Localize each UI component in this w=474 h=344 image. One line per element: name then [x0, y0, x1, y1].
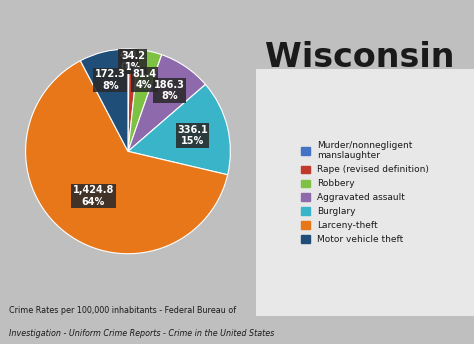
- Wedge shape: [81, 49, 128, 151]
- Text: 1,424.8
64%: 1,424.8 64%: [73, 185, 114, 207]
- Text: 34.2
1%: 34.2 1%: [121, 51, 146, 72]
- Text: 81.4
4%: 81.4 4%: [132, 69, 156, 90]
- Legend: Murder/nonnegligent
manslaughter, Rape (revised definition), Robbery, Aggravated: Murder/nonnegligent manslaughter, Rape (…: [296, 137, 434, 249]
- Text: 4.0
0%: 4.0 0%: [120, 51, 137, 72]
- Text: 186.3
8%: 186.3 8%: [154, 79, 185, 101]
- Text: Crime Rates per 100,000 inhabitants - Federal Bureau of: Crime Rates per 100,000 inhabitants - Fe…: [9, 306, 237, 315]
- Text: Investigation - Uniform Crime Reports - Crime in the United States: Investigation - Uniform Crime Reports - …: [9, 329, 275, 337]
- Wedge shape: [128, 84, 230, 175]
- Wedge shape: [128, 49, 139, 151]
- Text: 172.3
8%: 172.3 8%: [95, 69, 126, 90]
- Text: 336.1
15%: 336.1 15%: [177, 125, 208, 146]
- Wedge shape: [26, 61, 228, 254]
- Wedge shape: [128, 49, 129, 151]
- Wedge shape: [128, 50, 162, 151]
- Text: Wisconsin: Wisconsin: [265, 41, 455, 74]
- Wedge shape: [128, 55, 205, 151]
